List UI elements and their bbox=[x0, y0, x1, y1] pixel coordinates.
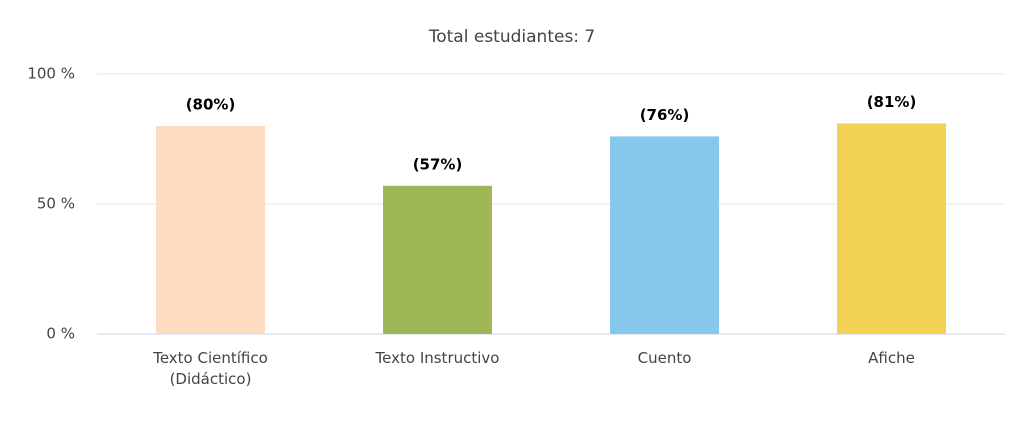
x-tick-label: Cuento bbox=[637, 349, 692, 367]
y-tick-label: 0 % bbox=[46, 325, 75, 343]
value-label: (57%) bbox=[413, 155, 463, 173]
value-label: (81%) bbox=[867, 93, 917, 111]
y-tick-label: 100 % bbox=[27, 65, 75, 83]
x-tick-label: Texto Instructivo bbox=[375, 349, 500, 367]
y-tick-label: 50 % bbox=[37, 195, 75, 213]
x-tick-label: Afiche bbox=[868, 349, 915, 367]
bar bbox=[383, 185, 492, 334]
chart-title: Total estudiantes: 7 bbox=[428, 27, 596, 47]
value-label: (76%) bbox=[640, 106, 690, 124]
x-tick-label: Texto Científico (Didáctico) bbox=[153, 349, 268, 388]
bar bbox=[837, 123, 946, 335]
bar bbox=[610, 136, 719, 334]
bar bbox=[156, 126, 265, 334]
value-label: (80%) bbox=[186, 96, 236, 114]
